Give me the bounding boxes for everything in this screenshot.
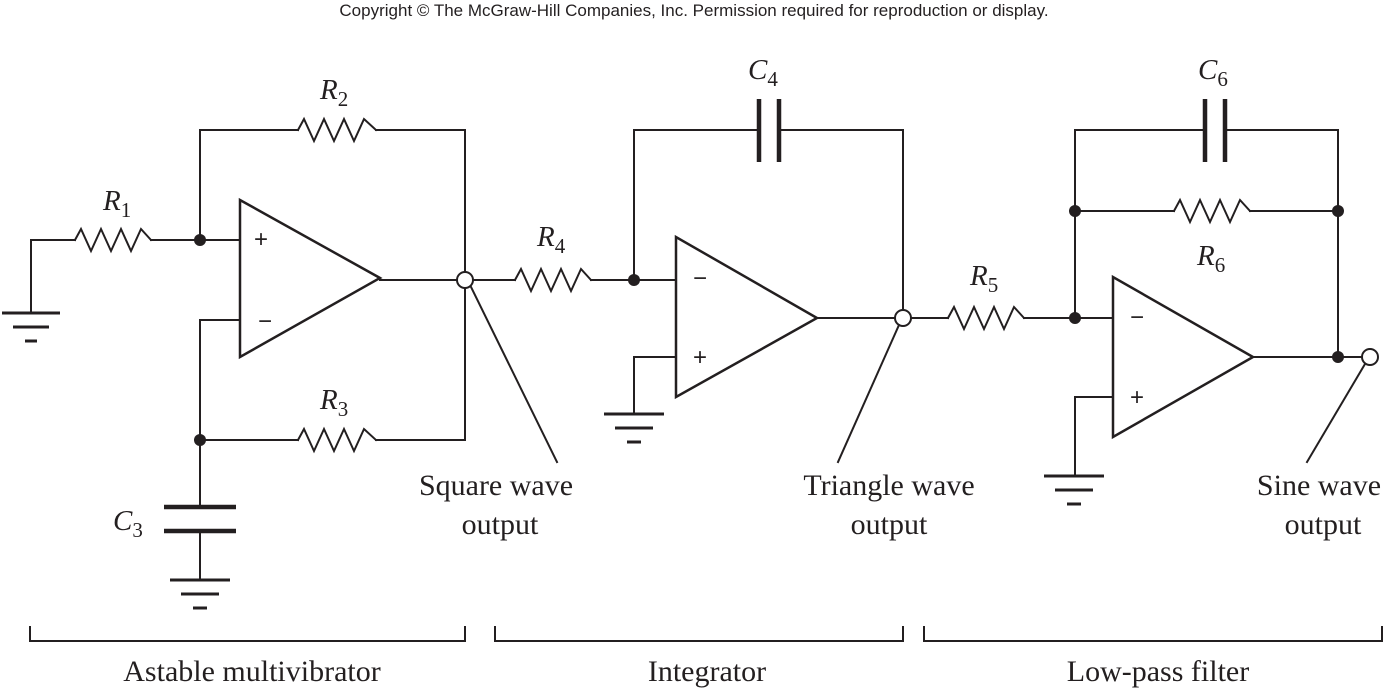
label-c4: C4 (748, 54, 778, 91)
junction-dot (1332, 205, 1344, 217)
op-amp-3-plus: + (1130, 384, 1144, 411)
resistor-r5 (946, 304, 1026, 332)
triangle-wave-label-line2: output (851, 508, 928, 541)
resistor-r4 (513, 266, 593, 294)
label-c6: C6 (1198, 54, 1228, 91)
junction-dot (194, 434, 206, 446)
junction-dot (1069, 205, 1081, 217)
resistor-r3 (296, 426, 378, 454)
section-label-integrator: Integrator (648, 655, 766, 688)
triangle-wave-label-line1: Triangle wave (803, 469, 974, 502)
label-r1: R1 (102, 185, 131, 222)
label-r2: R2 (319, 74, 348, 111)
ground-symbol-r1 (2, 239, 60, 343)
capacitor-c6 (1202, 99, 1228, 162)
capacitor-c4 (756, 99, 782, 162)
triangle-wave-terminal (894, 309, 912, 327)
low-pass-filter-stage: R5 C6 R6 − + (910, 54, 1363, 506)
op-amp-2-plus: + (693, 344, 707, 371)
section-bracket-integrator (494, 626, 904, 642)
section-label-lowpass: Low-pass filter (1067, 655, 1249, 688)
label-r3: R3 (319, 384, 348, 421)
sine-wave-label-line1: Sine wave (1257, 469, 1381, 502)
op-amp-3-minus: − (1130, 304, 1144, 331)
ground-symbol-filter (1044, 474, 1104, 506)
junction-dot (628, 274, 640, 286)
sine-wave-terminal (1361, 348, 1379, 366)
resistor-r6 (1172, 197, 1252, 225)
resistor-r1 (73, 226, 153, 254)
resistor-r2 (296, 116, 378, 144)
square-wave-terminal (456, 271, 474, 289)
junction-dot (1332, 351, 1344, 363)
op-amp-1 (238, 197, 383, 360)
op-amp-1-plus: + (254, 226, 268, 253)
square-wave-label-line2: output (462, 508, 539, 541)
label-r5: R5 (969, 260, 998, 297)
label-r6: R6 (1196, 240, 1225, 277)
copyright-notice: Copyright © The McGraw-Hill Companies, I… (339, 1, 1048, 20)
label-c3: C3 (113, 505, 143, 542)
section-bracket-lowpass (923, 626, 1383, 642)
junction-dot (1069, 312, 1081, 324)
capacitor-c3 (164, 504, 236, 534)
op-amp-1-minus: − (258, 308, 272, 335)
op-amp-2 (674, 234, 820, 400)
label-r4: R4 (536, 221, 566, 258)
sine-wave-label-line2: output (1285, 508, 1362, 541)
integrator-stage: R4 C4 − + (472, 54, 904, 444)
ground-symbol-c3 (170, 532, 230, 610)
junction-dot (194, 234, 206, 246)
astable-multivibrator-stage: R1 R2 + − R3 C3 (2, 74, 466, 610)
op-amp-3 (1111, 274, 1256, 440)
op-amp-2-minus: − (693, 265, 707, 292)
ground-symbol-integrator (604, 412, 664, 444)
square-wave-label-line1: Square wave (419, 469, 573, 502)
section-label-astable: Astable multivibrator (123, 655, 380, 688)
section-bracket-astable (29, 626, 466, 642)
